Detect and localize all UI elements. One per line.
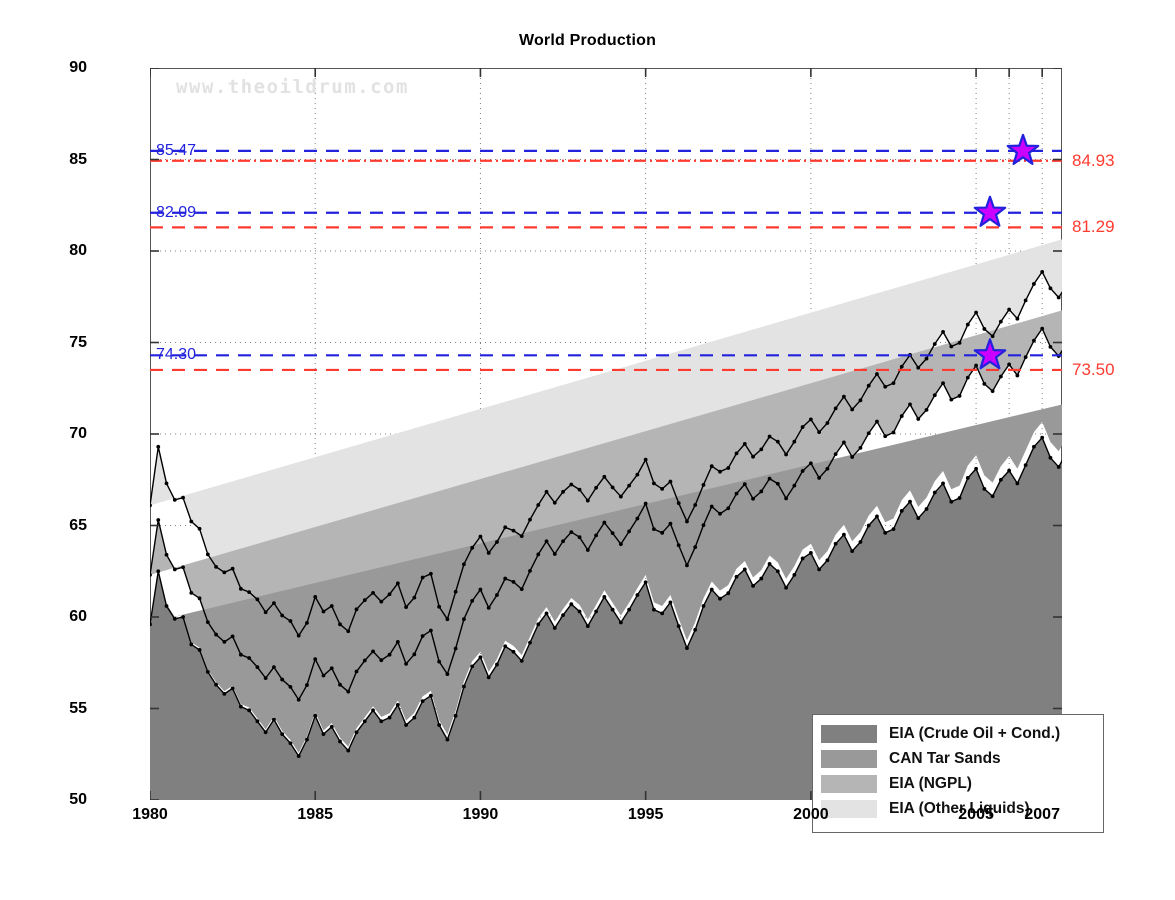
legend: EIA (Crude Oil + Cond.) CAN Tar Sands EI… [812,714,1104,833]
legend-item: EIA (Crude Oil + Cond.) [821,721,1095,746]
y-axis-tick-label: 70 [69,425,87,442]
legend-swatch [821,774,877,793]
plot-area: www.theoildrum.com EIA (Crude Oil + Cond… [150,68,1104,833]
legend-label: CAN Tar Sands [889,749,1001,767]
legend-item: EIA (Other Liquids) [821,796,1095,821]
legend-label: EIA (NGPL) [889,774,972,792]
reference-value-label-left: 82.09 [156,203,197,221]
plot-svg [150,68,1062,800]
watermark: www.theoildrum.com [176,76,409,98]
legend-label: EIA (Crude Oil + Cond.) [889,724,1061,742]
x-axis-tick-label: 2005 [958,806,994,823]
reference-value-label-right: 84.93 [1072,150,1115,170]
y-axis-label: mbpd [0,378,1,422]
legend-swatch [821,749,877,768]
x-axis-tick-label: 1990 [462,806,499,823]
y-axis-tick-label: 80 [69,242,87,259]
x-axis-tick-label: 2000 [793,806,829,823]
x-axis-tick-label: 1995 [627,806,664,823]
y-axis-tick-label: 55 [69,699,87,717]
reference-value-label-right: 81.29 [1072,217,1115,237]
y-axis-tick-label: 50 [69,791,87,808]
legend-item: EIA (NGPL) [821,771,1095,796]
legend-label: EIA (Other Liquids) [889,799,1030,817]
legend-item: CAN Tar Sands [821,746,1095,771]
reference-value-label-right: 73.50 [1072,359,1115,379]
reference-value-label-left: 74.30 [156,346,197,364]
y-axis-tick-label: 65 [69,516,87,534]
legend-swatch [821,799,877,818]
reference-value-label-left: 85.47 [156,141,197,159]
y-axis-tick-label: 90 [69,59,87,76]
page-title: World Production [518,32,657,49]
y-axis-tick-label: 60 [69,608,87,625]
x-axis-tick-label: 1980 [132,806,168,823]
y-axis-tick-label: 85 [69,150,87,168]
x-axis-tick-label: 1985 [297,806,333,823]
y-axis-tick-label: 75 [69,333,87,351]
x-axis-tick-label: 2007 [1024,806,1060,823]
legend-swatch [821,724,877,743]
